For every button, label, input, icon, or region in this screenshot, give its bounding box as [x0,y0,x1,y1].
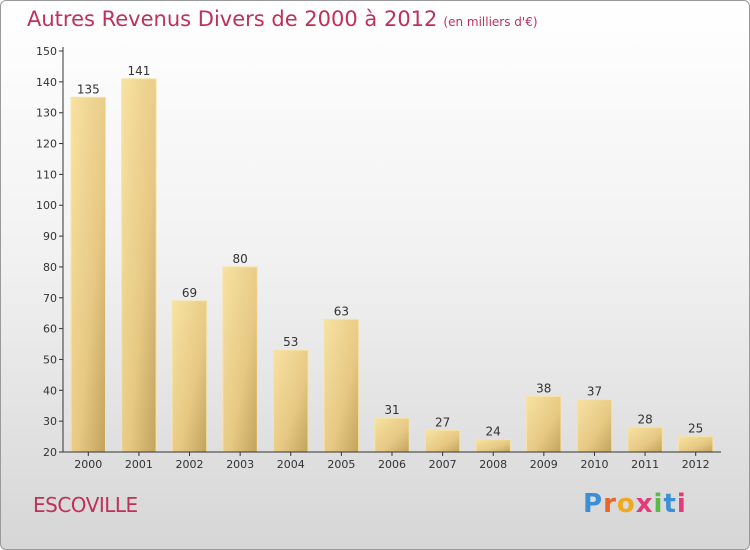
y-tick-label-140: 140 [36,76,57,89]
y-tick-label-130: 130 [36,107,57,120]
y-tick-label-30: 30 [43,415,57,428]
data-label-2011: 28 [637,412,652,426]
bar-2009 [526,396,562,453]
y-tick-label-110: 110 [36,168,57,181]
proxiti-logo: Proxiti [583,489,687,519]
logo-letter: x [635,489,654,519]
y-tick-label-60: 60 [43,323,57,336]
logo-letter: t [663,489,677,519]
y-tick-label-20: 20 [43,446,57,459]
data-label-2010: 37 [587,385,602,399]
x-tick-label-2008: 2008 [479,458,507,471]
data-label-2003: 80 [233,252,248,266]
x-tick-label-2005: 2005 [327,458,355,471]
x-tick-label-2003: 2003 [226,458,254,471]
data-label-2000: 135 [77,82,100,96]
bar-2003 [222,266,258,453]
bar-2002 [171,300,208,453]
data-label-2005: 63 [334,304,349,318]
y-tick-label-120: 120 [36,138,57,151]
logo-letter: P [583,489,604,519]
chart-title-main: Autres Revenus Divers de 2000 à 2012 [27,7,438,31]
bar-2001 [121,78,157,453]
bar-2010 [576,399,613,453]
y-tick-label-70: 70 [43,292,57,305]
bar-2006 [374,417,410,453]
chart-title-unit: (en milliers d'€) [443,15,538,29]
y-tick-label-40: 40 [43,384,57,397]
data-label-2006: 31 [384,403,399,417]
y-tick-label-50: 50 [43,353,57,366]
x-tick-label-2011: 2011 [631,458,659,471]
x-tick-label-2006: 2006 [378,458,406,471]
x-tick-label-2009: 2009 [530,458,558,471]
logo-letter: r [603,489,617,519]
y-tick-label-150: 150 [36,45,57,58]
x-tick-label-2002: 2002 [176,458,204,471]
x-tick-label-2007: 2007 [429,458,457,471]
logo-letter: i [676,489,687,519]
bar-2011 [627,426,663,453]
data-label-2008: 24 [486,425,501,439]
bar-2005 [323,318,360,453]
data-label-2012: 25 [688,422,703,436]
bar-2004 [273,349,309,453]
x-tick-label-2004: 2004 [277,458,305,471]
y-tick-label-90: 90 [43,230,57,243]
data-label-2001: 141 [127,64,150,78]
data-label-2007: 27 [435,415,450,429]
y-tick-label-100: 100 [36,199,57,212]
logo-letter: i [653,489,664,519]
bar-2008 [475,439,511,453]
data-label-2004: 53 [283,335,298,349]
x-tick-label-2001: 2001 [125,458,153,471]
logo-letter: o [616,489,636,519]
x-tick-label-2010: 2010 [581,458,609,471]
x-tick-label-2012: 2012 [682,458,710,471]
data-label-2009: 38 [536,382,551,396]
town-name: ESCOVILLE [33,493,138,517]
data-label-2002: 69 [182,286,197,300]
bar-2012 [678,436,714,453]
chart-title: Autres Revenus Divers de 2000 à 2012 (en … [27,7,538,31]
x-tick-label-2000: 2000 [74,458,102,471]
bar-2007 [424,429,461,453]
y-tick-label-80: 80 [43,261,57,274]
bar-2000 [70,96,106,453]
